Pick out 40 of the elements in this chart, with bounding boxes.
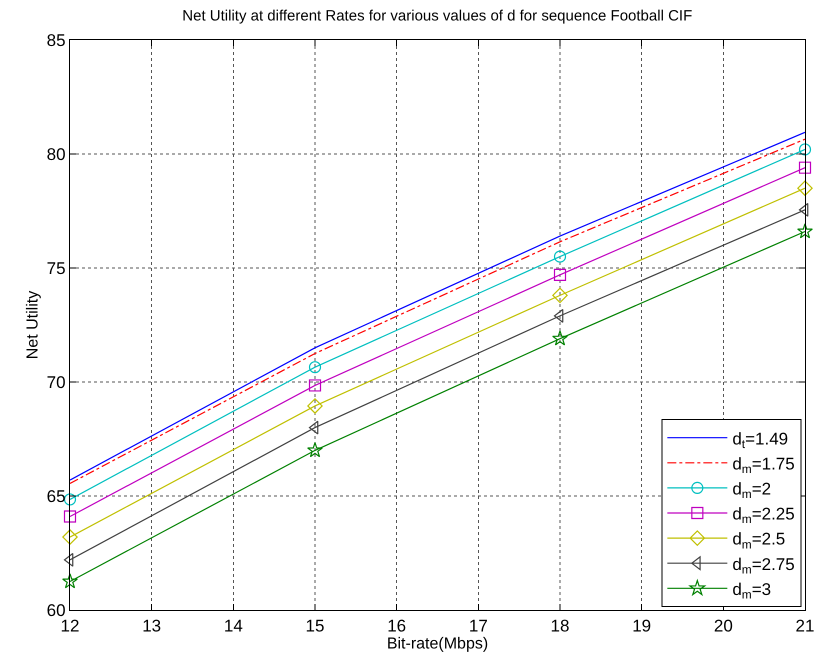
y-tick-label: 80 (46, 144, 66, 164)
point (554, 250, 566, 263)
x-tick-label: 21 (796, 616, 814, 636)
point (64, 510, 76, 523)
point (308, 361, 322, 374)
x-tick-label: 19 (632, 616, 652, 636)
y-axis-title: Net Utility (24, 290, 42, 360)
legend-label: d$_{m}$=3 (732, 580, 772, 602)
x-tick-label: 18 (550, 616, 570, 636)
y-tick-label: 85 (46, 30, 66, 50)
point (62, 529, 78, 545)
chart-title: Net Utility at different Rates for various values of d for sequence Football CIF (182, 7, 692, 24)
x-axis-title: Bit-rate(Mbps) (386, 635, 488, 652)
point (797, 223, 813, 238)
point (554, 268, 566, 281)
legend-label: d$_{m}$=2.5 (732, 530, 786, 552)
legend-label: d$_{m}$=2 (732, 480, 772, 502)
legend-label: d$_{m}$=1.75 (732, 454, 795, 476)
point (308, 379, 322, 392)
x-tick-label: 17 (468, 616, 488, 636)
point (552, 330, 568, 346)
x-tick-label: 15 (306, 616, 324, 636)
point (797, 180, 813, 196)
point (798, 162, 812, 174)
point (552, 288, 568, 304)
point (798, 143, 812, 156)
y-tick-label: 75 (46, 258, 66, 278)
legend-label: d$_{m}$=2.75 (732, 554, 795, 576)
x-tick-label: 16 (387, 616, 406, 636)
y-tick-label: 65 (46, 486, 66, 506)
legend-label: d$_{t}$=1.49 (732, 429, 788, 451)
y-tick-label: 70 (46, 372, 66, 392)
point (307, 442, 323, 458)
x-tick-label: 13 (142, 616, 162, 636)
x-tick-label: 20 (714, 616, 733, 636)
point (64, 493, 76, 506)
x-tick-label: 14 (224, 616, 243, 636)
legend-label: d$_{m}$=2.25 (732, 504, 795, 526)
point (62, 573, 78, 588)
point (307, 398, 323, 414)
